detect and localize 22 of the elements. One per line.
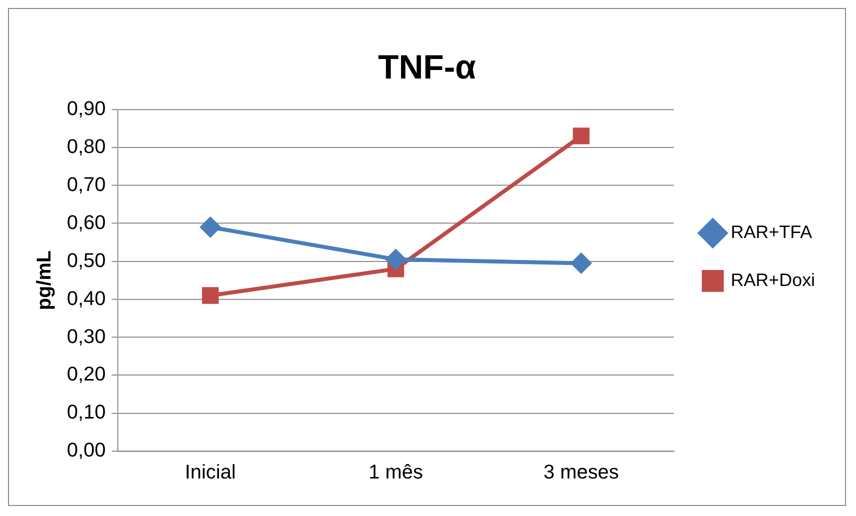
legend-label: RAR+TFA bbox=[730, 222, 812, 242]
y-tick-label: 0,20 bbox=[66, 364, 106, 386]
y-tick-label: 0,70 bbox=[66, 174, 106, 196]
x-tick-label: 3 meses bbox=[544, 462, 619, 484]
point bbox=[202, 287, 219, 304]
x-tick-label: Inicial bbox=[184, 462, 236, 484]
y-tick-label: 0,60 bbox=[66, 212, 106, 234]
point bbox=[386, 249, 406, 270]
point bbox=[572, 128, 590, 144]
point bbox=[571, 253, 592, 274]
y-tick-label: 0,30 bbox=[66, 326, 106, 348]
chart-title: TNF-α bbox=[378, 48, 476, 86]
x-tick-label: 1 mês bbox=[368, 462, 423, 484]
point bbox=[200, 217, 220, 238]
y-tick-label: 0,80 bbox=[66, 136, 106, 158]
y-tick-label: 0,90 bbox=[66, 98, 106, 120]
y-tick-label: 0,10 bbox=[66, 402, 106, 424]
legend-label: RAR+Doxi bbox=[730, 270, 816, 290]
y-tick-label: 0,50 bbox=[66, 250, 106, 272]
y-tick-label: 0,00 bbox=[66, 440, 106, 462]
y-axis-title: pg/mL bbox=[33, 250, 56, 310]
y-tick-label: 0,40 bbox=[66, 288, 106, 310]
